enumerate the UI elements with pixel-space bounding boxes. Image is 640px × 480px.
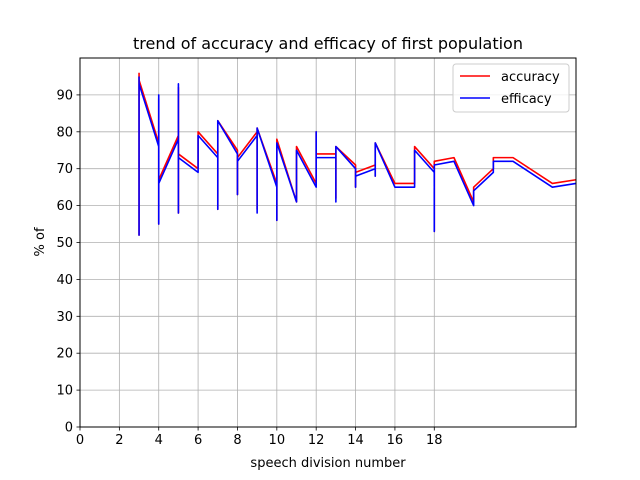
- y-tick-label: 0: [65, 421, 73, 436]
- x-tick-label: 14: [347, 433, 364, 448]
- y-tick-label: 60: [56, 199, 73, 214]
- y-tick-label: 50: [56, 236, 73, 251]
- axis-ticks: 0 2 4 6 8 10 12 14 16 18 0 10 20 30 40 50 60 70 80 90: [56, 88, 442, 448]
- chart-title: trend of accuracy and efficacy of first …: [133, 34, 523, 53]
- y-tick-label: 40: [56, 273, 73, 288]
- x-tick-label: 0: [76, 433, 84, 448]
- x-tick-label: 16: [387, 433, 404, 448]
- legend: accuracy efficacy: [452, 63, 570, 113]
- y-axis-label: % of: [33, 227, 48, 256]
- x-tick-label: 6: [194, 433, 202, 448]
- y-tick-label: 30: [56, 310, 73, 325]
- y-tick-label: 10: [56, 384, 73, 399]
- y-tick-label: 70: [56, 162, 73, 177]
- y-tick-label: 90: [56, 88, 73, 103]
- y-tick-label: 20: [56, 347, 73, 362]
- x-tick-label: 12: [308, 433, 325, 448]
- x-tick-label: 10: [269, 433, 286, 448]
- series-line-efficacy: [138, 76, 577, 236]
- x-tick-label: 2: [115, 433, 123, 448]
- legend-label-efficacy: efficacy: [501, 92, 552, 107]
- x-tick-label: 18: [426, 433, 443, 448]
- x-axis-label: speech division number: [250, 456, 406, 471]
- x-tick-label: 4: [155, 433, 163, 448]
- y-tick-label: 80: [56, 125, 73, 140]
- series-lines: [138, 72, 577, 236]
- legend-label-accuracy: accuracy: [501, 70, 560, 85]
- x-tick-label: 8: [233, 433, 241, 448]
